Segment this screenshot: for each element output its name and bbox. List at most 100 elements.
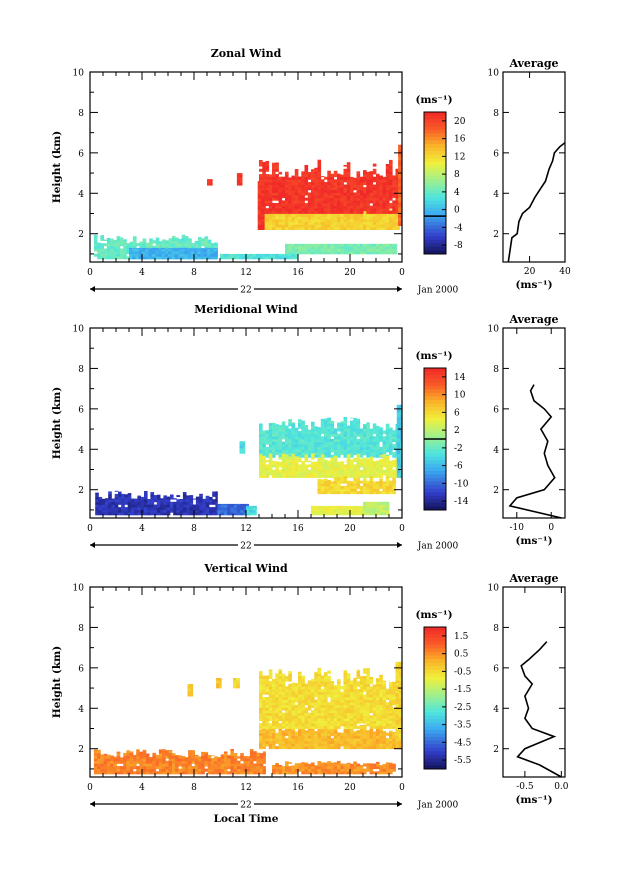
heatmap-cell xyxy=(346,768,351,772)
heatmap-cell xyxy=(291,740,296,744)
heatmap-cell xyxy=(340,251,344,255)
heatmap-cell xyxy=(262,738,266,742)
heatmap-cell xyxy=(223,507,228,511)
heatmap-cell xyxy=(330,246,335,249)
heatmap-cell xyxy=(217,512,221,516)
heatmap-cell xyxy=(389,746,393,750)
heatmap-cell xyxy=(259,763,264,767)
heatmap-cell xyxy=(366,452,370,456)
heatmap-cell xyxy=(330,762,335,764)
heatmap-cell xyxy=(256,752,261,754)
colorbar-swatch xyxy=(424,232,446,237)
heatmap-cell xyxy=(179,501,184,505)
heatmap-cell xyxy=(324,251,328,255)
heatmap-cell xyxy=(369,476,374,479)
heatmap-cell xyxy=(93,766,98,770)
heatmap-cell xyxy=(359,444,364,448)
heatmap-cell xyxy=(262,436,266,440)
heatmap-cell xyxy=(389,166,393,170)
heatmap-cell xyxy=(233,253,237,257)
heatmap-cell xyxy=(139,760,143,764)
heatmap-cell xyxy=(126,251,130,255)
heatmap-cell xyxy=(337,182,341,185)
heatmap-cell xyxy=(288,686,292,690)
heatmap-cell xyxy=(147,504,151,508)
heatmap-cell xyxy=(285,221,289,225)
heatmap-cell xyxy=(396,453,401,457)
heatmap-cell xyxy=(385,184,390,188)
heatmap-cell xyxy=(272,256,276,260)
heatmap-cell xyxy=(392,248,396,252)
heatmap-cell xyxy=(376,187,380,191)
heatmap-cell xyxy=(272,679,276,682)
heatmap-cell xyxy=(194,771,199,775)
heatmap-cell xyxy=(281,425,286,429)
heatmap-cell xyxy=(288,464,292,468)
heatmap-cell xyxy=(314,221,318,225)
heatmap-cell xyxy=(119,251,124,255)
heatmap-cell xyxy=(197,237,202,241)
heatmap-cell xyxy=(379,431,383,435)
heatmap-cell xyxy=(275,210,279,214)
heatmap-cell xyxy=(298,678,302,682)
heatmap-cell xyxy=(314,743,318,747)
heatmap-cell xyxy=(151,247,156,249)
heatmap-cell xyxy=(123,763,127,767)
heatmap-cell xyxy=(278,723,283,727)
colorbar-swatch xyxy=(424,499,446,504)
heatmap-cell xyxy=(356,189,361,193)
heatmap-cell xyxy=(317,766,322,770)
heatmap-cell xyxy=(281,694,286,698)
heatmap-cell xyxy=(229,253,234,257)
heatmap-cell xyxy=(353,251,357,255)
heatmap-cell xyxy=(298,179,302,183)
heatmap-cell xyxy=(400,467,403,471)
heatmap-cell xyxy=(366,766,370,770)
heatmap-cell xyxy=(320,488,325,492)
heatmap-cell xyxy=(320,768,325,772)
heatmap-cell xyxy=(118,496,122,500)
heatmap-cell xyxy=(281,746,286,750)
heatmap-cell xyxy=(158,750,163,754)
heatmap-cell xyxy=(178,243,183,247)
heatmap-cell xyxy=(385,227,390,230)
heatmap-cell xyxy=(317,182,322,185)
heatmap-cell xyxy=(294,179,299,183)
heatmap-cell xyxy=(366,200,370,204)
heatmap-cell xyxy=(181,758,186,762)
heatmap-cell xyxy=(272,176,276,180)
colorbar-swatch xyxy=(424,375,446,380)
heatmap-cell xyxy=(337,203,341,206)
heatmap-cell xyxy=(327,485,331,489)
heatmap-cell xyxy=(278,176,283,180)
heatmap-cell xyxy=(327,480,331,481)
heatmap-cell xyxy=(379,175,383,178)
average-y-tick-label: 2 xyxy=(493,486,499,496)
heatmap-cell xyxy=(392,182,396,185)
heatmap-cell xyxy=(317,512,322,516)
heatmap-cell xyxy=(291,682,296,685)
heatmap-cell xyxy=(275,715,279,719)
heatmap-cell xyxy=(350,425,354,429)
heatmap-cell xyxy=(147,507,151,511)
heatmap-cell xyxy=(281,453,286,455)
heatmap-cell xyxy=(158,253,162,257)
date-suffix: Jan 2000 xyxy=(417,286,459,296)
heatmap-cell xyxy=(168,766,173,770)
heatmap-cell xyxy=(294,436,299,440)
heatmap-cell xyxy=(230,503,234,505)
heatmap-cell xyxy=(343,729,348,731)
heatmap-cell xyxy=(148,247,153,249)
heatmap-cell xyxy=(314,213,318,217)
heatmap-cell xyxy=(106,243,111,247)
heatmap-cell xyxy=(194,253,198,257)
heatmap-cell xyxy=(379,509,383,513)
heatmap-cell xyxy=(272,205,276,209)
heatmap-cell xyxy=(227,763,231,767)
heatmap-cell xyxy=(320,179,325,183)
heatmap-cell xyxy=(261,185,265,188)
heatmap-cell xyxy=(129,755,134,759)
heatmap-cell xyxy=(353,771,357,775)
heatmap-cell xyxy=(366,743,370,747)
heatmap-cell xyxy=(136,760,140,764)
